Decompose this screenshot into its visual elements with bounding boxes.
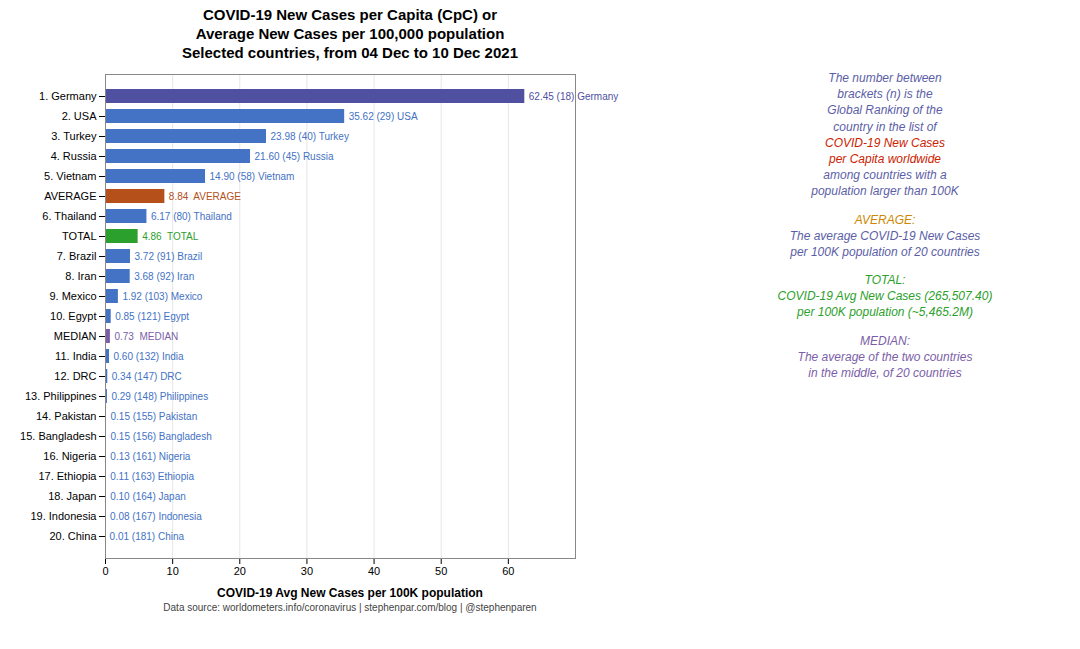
html-text:Data source: worldometers.info: Data source: worldometers.info/coronavir…: [163, 602, 537, 614]
svg-text:62.45 (18) Germany: 62.45 (18) Germany: [529, 91, 619, 102]
svg-text:0.15 (156) Bangladesh: 0.15 (156) Bangladesh: [111, 431, 212, 442]
svg-text:6.17 (80) Thailand: 6.17 (80) Thailand: [151, 211, 232, 222]
svg-text:9. Mexico: 9. Mexico: [49, 290, 96, 302]
svg-text:60: 60: [502, 566, 514, 578]
svg-text:16. Nigeria: 16. Nigeria: [43, 450, 97, 462]
svg-text:19. Indonesia: 19. Indonesia: [30, 510, 97, 522]
svg-text:10: 10: [167, 566, 179, 578]
svg-text:50: 50: [435, 566, 447, 578]
svg-text:2. USA: 2. USA: [62, 110, 98, 122]
html-text:per 100K population of 20 coun: per 100K population of 20 countries: [790, 244, 980, 259]
html-text:The average of the two countri: The average of the two countries: [797, 349, 973, 364]
html-text:COVID-19 Avg New Cases (265,50: COVID-19 Avg New Cases (265,507.40): [777, 289, 993, 304]
svg-text:14. Pakistan: 14. Pakistan: [36, 410, 97, 422]
svg-text:AVERAGE: AVERAGE: [44, 190, 96, 202]
svg-text:8.84 AVERAGE: 8.84 AVERAGE: [169, 191, 241, 202]
html-text:per 100K population (~5,465.2M: per 100K population (~5,465.2M): [797, 305, 973, 320]
html-text:per Capita worldwide: per Capita worldwide: [829, 151, 941, 166]
svg-text:0.15 (155) Pakistan: 0.15 (155) Pakistan: [111, 411, 198, 422]
svg-text:0.34 (147) DRC: 0.34 (147) DRC: [112, 371, 182, 382]
svg-text:0.10 (164) Japan: 0.10 (164) Japan: [110, 491, 186, 502]
svg-text:3.72 (91) Brazil: 3.72 (91) Brazil: [134, 251, 202, 262]
svg-text:0.60 (132) India: 0.60 (132) India: [114, 351, 184, 362]
html-text:MEDIAN:: MEDIAN:: [860, 333, 910, 348]
svg-text:0.73 MEDIAN: 0.73 MEDIAN: [114, 331, 178, 342]
html-text:TOTAL:: TOTAL:: [864, 273, 906, 288]
svg-text:11. India: 11. India: [55, 350, 97, 362]
svg-text:1.92 (103) Mexico: 1.92 (103) Mexico: [122, 291, 202, 302]
html-text:AVERAGE:: AVERAGE:: [854, 212, 916, 227]
svg-text:0.29 (148) Philippines: 0.29 (148) Philippines: [111, 391, 208, 402]
svg-text:0.08 (167) Indonesia: 0.08 (167) Indonesia: [110, 511, 202, 522]
svg-text:5. Vietnam: 5. Vietnam: [44, 170, 96, 182]
html-text:brackets (n) is the: brackets (n) is the: [837, 87, 933, 102]
svg-text:14.90 (58) Vietnam: 14.90 (58) Vietnam: [210, 171, 295, 182]
html-text:The average COVID-19 New Cases: The average COVID-19 New Cases: [789, 228, 981, 243]
html-text:Global Ranking of the: Global Ranking of the: [827, 103, 943, 118]
svg-text:4. Russia: 4. Russia: [51, 150, 98, 162]
svg-text:20. China: 20. China: [49, 530, 97, 542]
svg-text:30: 30: [301, 566, 313, 578]
html-text:in the middle, of 20 countries: in the middle, of 20 countries: [808, 366, 962, 380]
svg-text:13. Philippines: 13. Philippines: [25, 390, 97, 402]
svg-text:0.11 (163) Ethiopia: 0.11 (163) Ethiopia: [110, 471, 194, 482]
html-text:country in the list of: country in the list of: [833, 119, 937, 134]
html-text:COVID-19 New Cases: COVID-19 New Cases: [825, 135, 945, 150]
svg-text:23.98 (40) Turkey: 23.98 (40) Turkey: [271, 131, 349, 142]
svg-text:18. Japan: 18. Japan: [48, 490, 96, 502]
svg-text:20: 20: [234, 566, 246, 578]
html-text:population larger than 100K: population larger than 100K: [811, 184, 959, 199]
svg-text:0.85 (121) Egypt: 0.85 (121) Egypt: [115, 311, 189, 322]
svg-text:MEDIAN: MEDIAN: [54, 330, 97, 342]
svg-text:0.13 (161) Nigeria: 0.13 (161) Nigeria: [110, 451, 190, 462]
svg-text:10. Egypt: 10. Egypt: [50, 310, 96, 322]
svg-text:6. Thailand: 6. Thailand: [42, 210, 96, 222]
svg-text:TOTAL: TOTAL: [62, 230, 96, 242]
svg-text:8. Iran: 8. Iran: [65, 270, 96, 282]
html-text:COVID-19 Avg New Cases per 100: COVID-19 Avg New Cases per 100K populati…: [217, 586, 483, 601]
svg-text:3.68 (92) Iran: 3.68 (92) Iran: [134, 271, 194, 282]
html-text:among countries with a: among countries with a: [823, 168, 947, 183]
svg-text:12. DRC: 12. DRC: [54, 370, 96, 382]
svg-text:21.60 (45) Russia: 21.60 (45) Russia: [255, 151, 334, 162]
svg-text:0.01 (181) China: 0.01 (181) China: [110, 531, 185, 542]
svg-text:7. Brazil: 7. Brazil: [57, 250, 97, 262]
svg-text:1. Germany: 1. Germany: [39, 90, 97, 102]
svg-text:40: 40: [368, 566, 380, 578]
svg-text:15. Bangladesh: 15. Bangladesh: [20, 430, 96, 442]
html-text:COVID-19 New Cases per Capita: COVID-19 New Cases per Capita (CpC) or A…: [182, 6, 518, 61]
svg-text:17. Ethiopia: 17. Ethiopia: [38, 470, 97, 482]
svg-text:3. Turkey: 3. Turkey: [51, 130, 97, 142]
svg-text:35.62 (29) USA: 35.62 (29) USA: [349, 111, 418, 122]
svg-text:4.86 TOTAL: 4.86 TOTAL: [142, 231, 199, 242]
svg-text:0: 0: [102, 566, 108, 578]
html-text:The number between: The number between: [828, 71, 942, 85]
